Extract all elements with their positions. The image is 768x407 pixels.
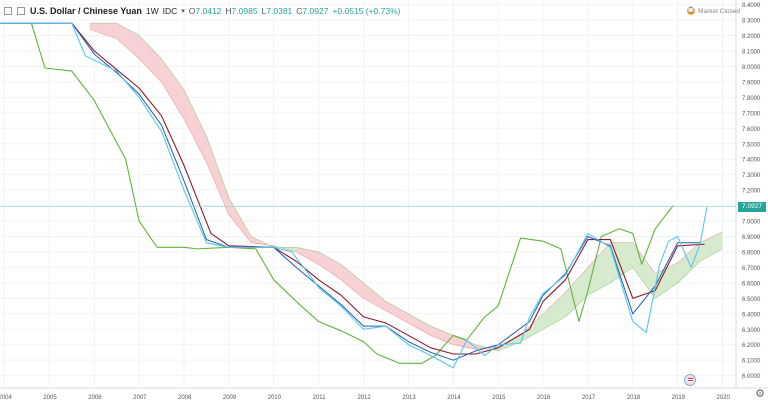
- market-status-label: Market Closed: [698, 7, 740, 15]
- y-tick-17: 6.7000: [742, 266, 761, 272]
- ichimoku-cloud-segment: [700, 231, 723, 262]
- x-tick-6: 2010: [268, 395, 282, 401]
- ichimoku-cloud-segment: [363, 282, 386, 311]
- y-tick-19: 6.5000: [742, 297, 761, 303]
- y-tick-5: 7.9000: [742, 80, 761, 86]
- y-tick-22: 6.2000: [742, 343, 761, 349]
- interval-label[interactable]: 1W: [145, 6, 159, 16]
- y-tick-16: 6.8000: [742, 250, 761, 256]
- x-tick-5: 2009: [223, 395, 237, 401]
- y-tick-7: 7.7000: [742, 111, 761, 117]
- ichimoku-cloud-segment: [565, 267, 588, 317]
- ichimoku-cloud-segment: [89, 23, 117, 39]
- change-value: +0.0515 (+0.73%): [332, 6, 401, 16]
- x-tick-13: 2017: [582, 395, 596, 401]
- x-tick-11: 2015: [492, 395, 506, 401]
- y-tick-0: 8.4000: [742, 3, 761, 9]
- x-tick-9: 2013: [402, 395, 416, 401]
- layout-icon[interactable]: [17, 7, 25, 15]
- y-tick-20: 6.4000: [742, 312, 761, 318]
- chevron-down-icon[interactable]: ▾: [181, 8, 185, 15]
- clock-icon: ⌚: [687, 7, 696, 15]
- cloud-upper-line: [89, 29, 723, 350]
- ichimoku-cloud-segment: [206, 136, 229, 215]
- ichimoku-cloud-segment: [543, 292, 566, 330]
- ichimoku-cloud-segment: [139, 35, 162, 82]
- low-number: 7.0381: [266, 6, 293, 16]
- x-tick-2: 2006: [88, 395, 102, 401]
- x-tick-4: 2008: [178, 395, 192, 401]
- x-tick-1: 2005: [43, 395, 57, 401]
- chart-legend[interactable]: U.S. Dollar / Chinese Yuan 1W IDC ▾ O7.0…: [4, 4, 400, 18]
- ichimoku-cloud-segment: [296, 247, 319, 265]
- ichimoku-cloud-segment: [632, 242, 656, 299]
- high-number: 7.0985: [231, 6, 258, 16]
- low-value: L7.0381: [261, 6, 293, 16]
- y-tick-1: 8.3000: [742, 19, 761, 25]
- x-tick-10: 2014: [447, 395, 461, 401]
- x-tick-15: 2019: [672, 395, 686, 401]
- y-tick-24: 6.0000: [742, 374, 761, 380]
- y-tick-21: 6.3000: [742, 328, 761, 334]
- y-tick-14: 7.0000: [742, 220, 761, 226]
- exchange-label: IDC: [162, 6, 178, 16]
- y-tick-9: 7.5000: [742, 142, 761, 148]
- last-price-tag: 7.0927: [738, 201, 766, 212]
- ichimoku-cloud-segment: [430, 326, 454, 345]
- x-tick-16: 2020: [717, 395, 731, 401]
- y-tick-2: 8.2000: [742, 34, 761, 40]
- us-flag-icon[interactable]: [684, 374, 696, 386]
- market-status: ⌚ Market Closed: [687, 7, 740, 15]
- x-tick-0: 2004: [0, 395, 12, 401]
- y-tick-6: 7.8000: [742, 96, 761, 102]
- ichimoku-cloud-segment: [498, 335, 521, 351]
- x-tick-14: 2018: [627, 395, 641, 401]
- close-value: C7.0927: [296, 6, 329, 16]
- ichimoku-cloud-segment: [228, 197, 252, 243]
- y-tick-15: 6.9000: [742, 235, 761, 241]
- y-tick-10: 7.4000: [742, 158, 761, 164]
- y-tick-3: 8.1000: [742, 50, 761, 56]
- x-tick-3: 2007: [133, 395, 147, 401]
- x-tick-7: 2011: [313, 395, 327, 401]
- y-tick-23: 6.1000: [742, 359, 761, 365]
- y-tick-18: 6.6000: [742, 281, 761, 287]
- ichimoku-cloud-segment: [655, 262, 678, 299]
- lagging-span-line: [0, 22, 674, 364]
- open-value: O7.0412: [188, 6, 222, 16]
- gear-icon[interactable]: ⚙: [755, 388, 765, 400]
- y-tick-4: 8.0000: [742, 65, 761, 71]
- ichimoku-cloud-segment: [184, 89, 207, 163]
- y-tick-8: 7.6000: [742, 127, 761, 133]
- ichimoku-cloud-segment: [116, 23, 140, 59]
- x-tick-8: 2012: [358, 395, 372, 401]
- ichimoku-cloud-segment: [610, 242, 633, 283]
- high-value: H7.0985: [225, 6, 258, 16]
- open-number: 7.0412: [195, 6, 222, 16]
- collapse-icon[interactable]: [4, 7, 12, 15]
- y-tick-12: 7.2000: [742, 189, 761, 195]
- ichimoku-cloud-segment: [520, 313, 544, 342]
- ichimoku-cloud-segment: [318, 251, 342, 280]
- y-tick-11: 7.3000: [742, 173, 761, 179]
- ichimoku-cloud-segment: [408, 313, 431, 336]
- symbol-name[interactable]: U.S. Dollar / Chinese Yuan: [30, 6, 142, 16]
- ichimoku-cloud-segment: [341, 264, 364, 299]
- cloud-lower-line: [89, 22, 723, 352]
- ichimoku-cloud-segment: [161, 58, 184, 120]
- close-number: 7.0927: [302, 6, 329, 16]
- price-line: [0, 22, 708, 369]
- ichimoku-cloud-segment: [385, 301, 409, 324]
- x-tick-12: 2016: [537, 395, 551, 401]
- ichimoku-cloud-segment: [587, 242, 611, 296]
